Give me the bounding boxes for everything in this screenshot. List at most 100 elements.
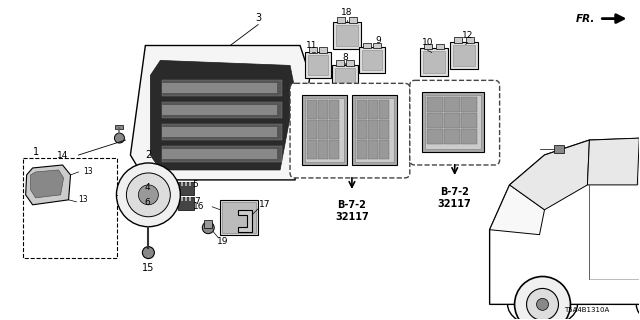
Polygon shape [179,197,195,210]
Text: 13: 13 [79,195,88,204]
Bar [115,125,124,129]
Polygon shape [179,182,195,195]
Bar [158,182,161,186]
Circle shape [115,133,124,143]
Bar [379,140,389,159]
Bar [307,120,317,139]
Bar [166,182,168,186]
Polygon shape [26,165,70,205]
Text: 9: 9 [375,36,381,45]
Text: 8: 8 [342,53,348,62]
Bar [450,42,477,69]
Text: 3: 3 [255,12,261,23]
Bar [466,36,474,43]
Bar [452,44,475,67]
Bar [379,100,389,119]
Bar [163,197,164,201]
Bar [319,47,327,53]
Bar [163,83,277,93]
Bar [363,43,371,49]
Circle shape [138,185,158,205]
Bar [352,95,397,165]
Polygon shape [156,182,172,195]
Bar [359,47,385,73]
Polygon shape [509,140,589,210]
Polygon shape [490,185,545,235]
Bar [444,129,460,144]
Bar [166,197,168,201]
Bar [220,200,258,235]
Circle shape [202,222,214,234]
FancyBboxPatch shape [410,80,500,165]
Text: 12: 12 [462,31,474,40]
Polygon shape [588,138,639,185]
Bar [423,52,445,73]
Bar [307,140,317,159]
Bar [357,140,367,159]
Circle shape [127,173,170,217]
Text: 4: 4 [145,183,150,192]
Text: 1: 1 [33,147,39,157]
Bar [337,17,345,23]
Polygon shape [150,60,295,170]
Bar [189,197,191,201]
Bar [163,124,282,140]
Bar [307,100,317,119]
Bar [163,146,282,162]
Bar [163,149,277,159]
Bar [349,17,357,23]
Circle shape [536,298,548,310]
Text: 18: 18 [341,8,353,17]
Circle shape [142,247,154,259]
Bar [336,60,344,67]
Bar [181,182,183,186]
Polygon shape [31,170,63,198]
Bar [329,100,339,119]
Circle shape [116,163,180,227]
Bar [186,182,188,186]
Bar [158,197,161,201]
Bar [461,129,477,144]
Bar [368,120,378,139]
Bar [163,105,277,115]
Bar [444,97,460,112]
Bar [420,49,448,76]
Bar [454,36,461,43]
Bar [355,98,394,162]
Bar [461,97,477,112]
Bar [362,51,382,70]
Text: 17: 17 [259,200,271,209]
Bar [308,55,328,76]
Polygon shape [639,138,640,185]
Bar [329,120,339,139]
Text: 6: 6 [145,198,150,207]
Bar [163,127,277,137]
Text: 10: 10 [422,38,433,47]
Bar [309,47,317,53]
Text: B-7-2: B-7-2 [337,200,366,210]
Bar [461,113,477,128]
Bar [424,44,432,50]
Bar [427,97,443,112]
Bar [186,197,188,201]
Bar [163,102,282,118]
Bar [336,25,358,46]
Bar [357,100,367,119]
Bar [204,220,212,228]
Text: 11: 11 [307,41,318,50]
Bar [422,92,484,152]
Circle shape [515,276,570,320]
Bar [22,158,118,258]
Text: 32117: 32117 [335,212,369,222]
Bar [305,52,331,78]
Bar [329,140,339,159]
Bar [427,113,443,128]
Bar [189,182,191,186]
Text: 15: 15 [142,262,155,273]
Bar [163,182,164,186]
Text: 19: 19 [216,237,228,246]
Bar [318,120,328,139]
Bar [318,140,328,159]
Circle shape [527,288,559,320]
Bar [318,100,328,119]
